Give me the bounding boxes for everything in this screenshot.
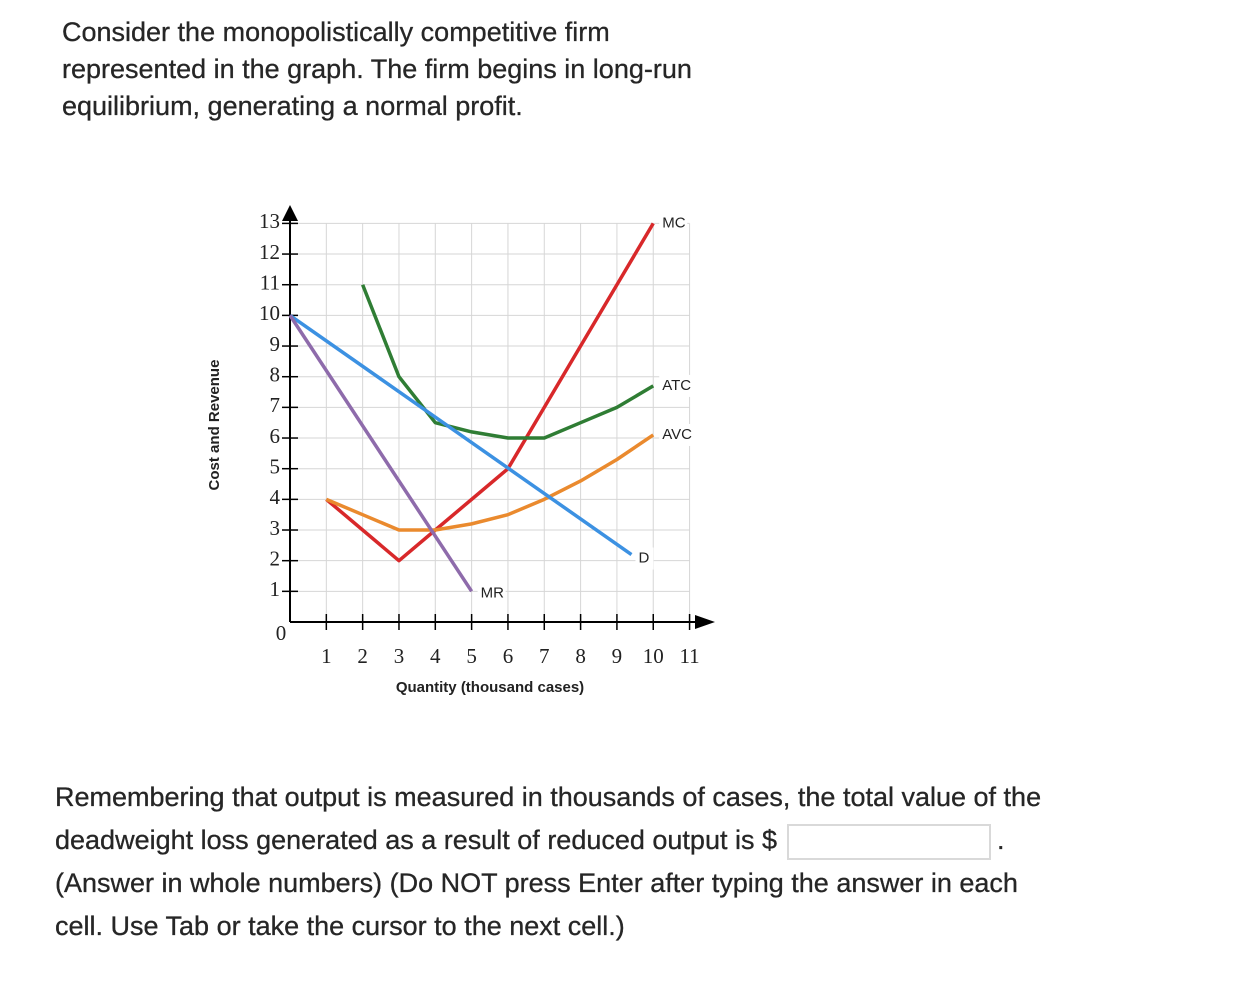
y-tick-label: 5 [270, 455, 281, 479]
question-line: (Answer in whole numbers) (Do NOT press … [55, 868, 1018, 898]
y-tick-label: 9 [270, 332, 281, 356]
x-tick-label: 9 [612, 644, 623, 668]
series-line [325, 433, 655, 532]
series-line [361, 284, 655, 440]
intro-line: represented in the graph. The firm begin… [62, 54, 692, 84]
x-axis-label: Quantity (thousand cases) [396, 679, 584, 696]
intro-text: Consider the monopolistically competitiv… [62, 14, 692, 125]
series-label-bg [659, 212, 688, 235]
series-label: ATC [662, 377, 691, 394]
x-tick-label: 2 [357, 644, 368, 668]
question-line: Remembering that output is measured in t… [55, 782, 1042, 812]
series-label-bg [477, 582, 506, 605]
series-label: MC [662, 214, 685, 231]
y-tick-label: 12 [259, 240, 280, 264]
x-tick-label: 11 [679, 644, 699, 668]
y-tick-label: 4 [270, 485, 281, 509]
x-tick-label: 7 [539, 644, 550, 668]
y-tick-label: 13 [259, 209, 280, 233]
x-tick-label: 3 [394, 644, 405, 668]
question-line: deadweight loss generated as a result of… [55, 819, 1041, 862]
x-tick-label: 6 [503, 644, 514, 668]
y-tick-label: 1 [270, 577, 281, 601]
y-axis-arrow [282, 205, 298, 221]
x-tick-label: 1 [321, 644, 332, 668]
y-tick-label: 8 [270, 363, 281, 387]
series-label: MR [481, 584, 504, 601]
x-tick-label: 0 [276, 621, 287, 645]
series-label: AVC [662, 426, 692, 443]
answer-input[interactable] [786, 823, 991, 860]
y-tick-label: 7 [270, 393, 281, 417]
series-label-bg [659, 374, 698, 397]
y-tick-label: 2 [270, 546, 281, 570]
y-tick-label: 10 [259, 301, 280, 325]
x-axis-arrow [695, 615, 715, 629]
series-label-bg [635, 547, 654, 570]
x-tick-label: 4 [430, 644, 441, 668]
question-segment: deadweight loss generated as a result of… [55, 825, 777, 855]
y-tick-label: 6 [270, 424, 281, 448]
intro-line: Consider the monopolistically competitiv… [62, 17, 610, 47]
x-tick-label: 10 [643, 644, 664, 668]
series-label-bg [659, 423, 698, 446]
series-line [325, 222, 655, 563]
question-line: cell. Use Tab or take the cursor to the … [55, 911, 625, 941]
question-text: Remembering that output is measured in t… [55, 776, 1041, 948]
y-tick-label: 11 [260, 271, 280, 295]
question-segment: . [996, 825, 1005, 855]
series-line [288, 313, 633, 556]
y-axis-label: Cost and Revenue [206, 360, 223, 491]
x-tick-label: 5 [466, 644, 477, 668]
y-tick-label: 3 [270, 516, 281, 540]
intro-line: equilibrium, generating a normal profit. [62, 91, 523, 121]
series-line [288, 314, 474, 593]
series-label: D [638, 550, 649, 567]
x-tick-label: 8 [575, 644, 586, 668]
